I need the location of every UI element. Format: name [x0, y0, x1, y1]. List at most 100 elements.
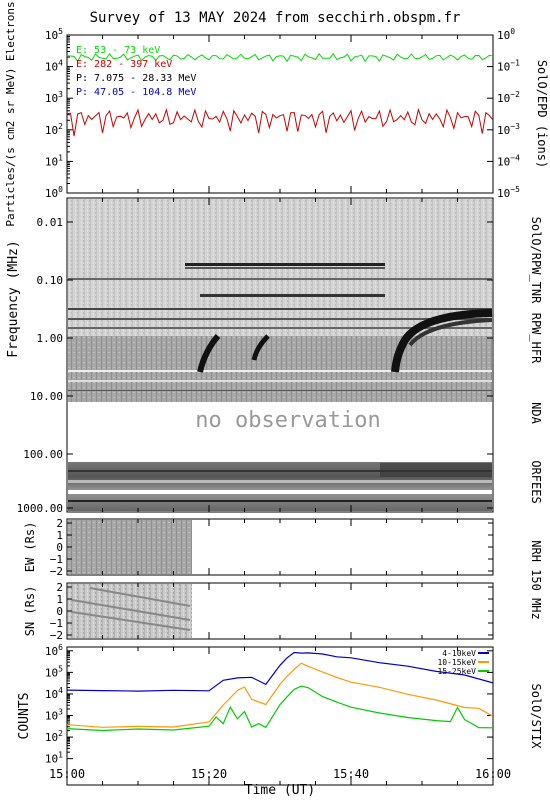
spectrogram-yticks: 0.01 0.10 1.00 10.00 100.00 1000.00: [17, 216, 493, 515]
orfees-band-4: [68, 500, 492, 502]
spectrogram-ytick-label: 10.00: [30, 390, 63, 403]
nrh-ytick-label: 1: [56, 593, 63, 606]
nda-label: NDA: [529, 402, 543, 424]
nrh-ytick-label: 0: [56, 541, 63, 554]
spectrogram-ytick-label: 100.00: [23, 448, 63, 461]
stix-label: SolO/STIX: [529, 683, 543, 749]
epd-y2label: SolO/EPD (ions): [535, 60, 549, 168]
nrh-ytick-label: 2: [56, 517, 63, 530]
epd-ytick-label: 100: [45, 185, 63, 200]
time-tick-label: 15:40: [333, 767, 369, 781]
spectrogram-ytick-label: 1000.00: [17, 502, 63, 515]
nrh-ytick-label: −2: [50, 565, 63, 578]
stix-legend-label: 15-25keV: [437, 667, 476, 676]
orfees-band-1: [68, 470, 492, 472]
burst-2: [251, 334, 270, 361]
orfees-label: ORFEES: [529, 460, 543, 503]
hfr-band-1: [68, 370, 492, 372]
epd-series-line: [67, 52, 493, 63]
tnr-band-1: [185, 263, 385, 266]
stix-legend-label: 10-15keV: [437, 658, 476, 667]
chart-title: Survey of 13 MAY 2024 from secchirh.obsp…: [89, 10, 461, 26]
epd-y2tick-label: 10−5: [497, 185, 520, 200]
stix-ytick-label: 102: [45, 729, 63, 744]
epd-legend-entry: E: 282 - 397 keV: [76, 59, 172, 70]
tnr-band-5: [68, 318, 492, 320]
nrh-ytick-label: −1: [50, 553, 63, 566]
time-tick-label: 16:00: [475, 767, 511, 781]
epd-yticks: 100 101 102 103 104 105 10−5 10−4 10−3 10−2 10−1 10…: [45, 27, 520, 200]
stix-ytick-label: 101: [45, 751, 63, 766]
nrh-ew-image: [68, 520, 192, 574]
hfr-spectrogram: [68, 336, 492, 402]
stix-ytick-label: 104: [45, 686, 63, 701]
nrh-sn-yticks: 210−1−2: [50, 581, 493, 642]
tnr-label: SolO/RPW_TNR: [529, 217, 543, 304]
epd-y2tick-label: 100: [497, 27, 515, 42]
epd-legend-entry: P: 7.075 - 28.33 MeV: [76, 73, 196, 84]
tnr-band-4: [68, 308, 492, 310]
time-axis: 15:00 15:20 15:40 16:00: [49, 35, 511, 785]
tnr-band-3: [200, 294, 385, 297]
epd-ylabel: Particles/(s cm2 sr MeV) Electrons: [4, 1, 17, 226]
tnr-band-2: [68, 278, 492, 280]
epd-ytick-label: 102: [45, 122, 63, 137]
stix-series-line: [67, 662, 493, 728]
epd-ytick-label: 101: [45, 153, 63, 168]
time-tick-label: 15:00: [49, 767, 85, 781]
nrh-sn-image: [68, 584, 192, 638]
epd-legend-entry: E: 53 - 73 keV: [76, 45, 160, 56]
burst-3: [391, 309, 493, 373]
orfees-band-3: [68, 490, 492, 494]
nrh-ytick-label: 2: [56, 581, 63, 594]
nrh-label: NRH 150 MHz: [529, 540, 543, 619]
nrh-ew-yticks: 210−1−2: [50, 517, 493, 578]
stix-legend-label: 4-10keV: [442, 649, 476, 658]
nrh-ytick-label: −2: [50, 629, 63, 642]
spectrogram-ytick-label: 1.00: [37, 332, 64, 345]
epd-y2tick-label: 10−4: [497, 153, 520, 168]
epd-ytick-label: 105: [45, 27, 63, 42]
stix-series: [67, 651, 493, 732]
epd-ytick-label: 103: [45, 90, 63, 105]
stix-series-line: [67, 651, 493, 692]
orfees-dark-patch: [380, 463, 492, 477]
epd-series-line: [67, 107, 493, 137]
spectrogram-ytick-label: 0.10: [37, 274, 64, 287]
spectrogram-ytick-label: 0.01: [37, 216, 64, 229]
stix-panel-frame: [66, 646, 494, 786]
stix-yticks: 101 102 103 104 105 106: [45, 643, 493, 766]
spectrogram-ylabel: Frequency (MHz): [6, 240, 21, 357]
hfr-label: RPW_HFR: [529, 313, 543, 364]
nda-no-observation: no observation: [195, 408, 380, 433]
tnr-band-6: [68, 327, 492, 329]
epd-legend-entry: P: 47.05 - 104.8 MeV: [76, 87, 196, 98]
epd-series: [67, 52, 493, 137]
nrh-sn-ylabel: SN (Rs): [23, 586, 37, 637]
burst-1: [197, 334, 221, 373]
x-axis-label: Time (UT): [245, 783, 315, 798]
nrh-ew-ylabel: EW (Rs): [23, 522, 37, 573]
epd-y2tick-label: 10−3: [497, 122, 520, 137]
nrh-ytick-label: 1: [56, 529, 63, 542]
nrh-ytick-label: 0: [56, 605, 63, 618]
epd-legend: E: 53 - 73 keV E: 282 - 397 keV P: 7.075 -…: [76, 45, 196, 98]
tnr-band-1b: [185, 267, 385, 269]
epd-ytick-label: 104: [45, 59, 63, 74]
nrh-sn-streaks: [71, 587, 191, 631]
hfr-band-3: [68, 390, 492, 391]
hfr-band-2: [68, 380, 492, 382]
orfees-band-2: [68, 480, 492, 483]
epd-y2tick-label: 10−1: [497, 59, 520, 74]
burst-3-tail: [408, 318, 493, 347]
stix-ytick-label: 106: [45, 643, 63, 658]
nrh-ytick-label: −1: [50, 617, 63, 630]
stix-ytick-label: 105: [45, 664, 63, 679]
time-tick-label: 15:20: [191, 767, 227, 781]
epd-y2tick-label: 10−2: [497, 90, 520, 105]
epd-panel-frame: [66, 34, 494, 194]
stix-series-line: [67, 685, 493, 732]
stix-ylabel: COUNTS: [17, 693, 32, 740]
